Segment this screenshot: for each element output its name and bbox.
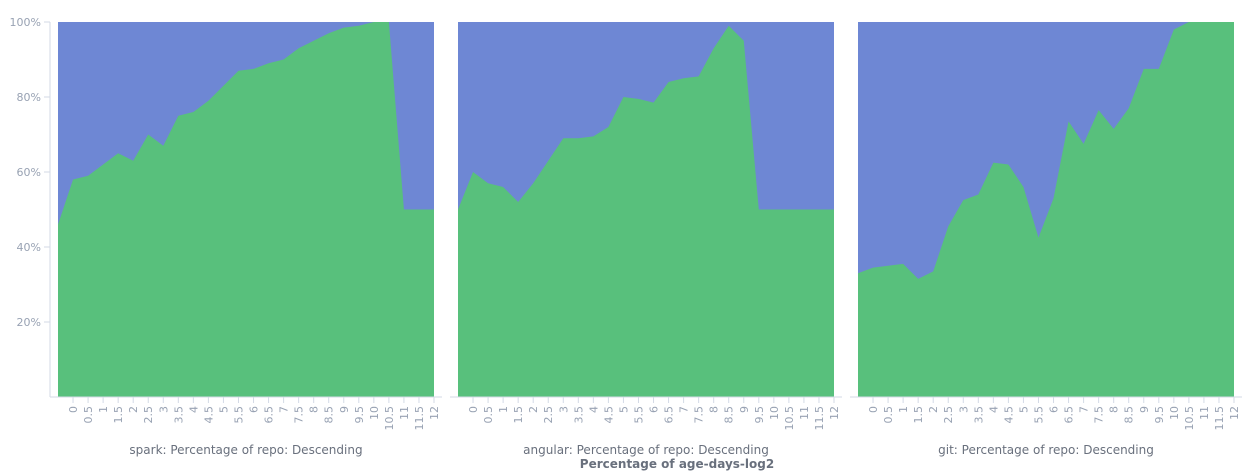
x-tick-label: 5.5 bbox=[1032, 406, 1045, 424]
panel-title: git: Percentage of repo: Descending bbox=[938, 443, 1154, 457]
x-tick-label: 3.5 bbox=[172, 406, 185, 424]
x-tick-label: 2.5 bbox=[542, 406, 555, 424]
series-lower-area bbox=[58, 22, 434, 397]
panel-1: 0 0.5 1 1.5 2 2.5 3 3.5 4 4.5 5 5.5 6 6.5 7 7.5 8 8.5 9 9.5… bbox=[450, 22, 842, 457]
x-tick-label: 0.5 bbox=[82, 406, 95, 424]
x-tick-label: 1 bbox=[897, 406, 910, 413]
x-tick-label: 5 bbox=[617, 406, 630, 413]
x-tick-label: 1 bbox=[497, 406, 510, 413]
x-tick-label: 6.5 bbox=[263, 406, 276, 424]
x-tick-label: 12 bbox=[828, 406, 841, 420]
y-tick-label: 20% bbox=[17, 316, 41, 329]
x-tick-label: 11.5 bbox=[413, 406, 426, 431]
x-tick-label: 4.5 bbox=[1002, 406, 1015, 424]
x-tick-label: 2.5 bbox=[942, 406, 955, 424]
x-tick-label: 7.5 bbox=[1093, 406, 1106, 424]
y-axis: 20% 40% 60% 80% 100% bbox=[10, 16, 50, 329]
x-tick-label: 2 bbox=[527, 406, 540, 413]
x-tick-label: 6 bbox=[648, 406, 661, 413]
x-tick-label: 6 bbox=[1048, 406, 1061, 413]
x-tick-label: 2 bbox=[927, 406, 940, 413]
x-tick-label: 7 bbox=[278, 406, 291, 413]
x-tick-label: 1.5 bbox=[912, 406, 925, 424]
x-tick-label: 10.5 bbox=[783, 406, 796, 431]
x-tick-label: 11 bbox=[398, 406, 411, 420]
x-tick-label: 4.5 bbox=[602, 406, 615, 424]
y-tick-label: 40% bbox=[17, 241, 41, 254]
x-tick-label: 7.5 bbox=[293, 406, 306, 424]
series-lower-area bbox=[858, 22, 1234, 397]
x-tick-label: 10.5 bbox=[383, 406, 396, 431]
x-tick-label: 12 bbox=[1228, 406, 1241, 420]
y-tick-label: 100% bbox=[10, 16, 41, 29]
y-tick-label: 60% bbox=[17, 166, 41, 179]
x-tick-label: 3.5 bbox=[572, 406, 585, 424]
x-tick-label: 12 bbox=[428, 406, 441, 420]
x-tick-label: 5 bbox=[217, 406, 230, 413]
x-tick-label: 9.5 bbox=[753, 406, 766, 424]
x-tick-label: 4.5 bbox=[202, 406, 215, 424]
panel-title: angular: Percentage of repo: Descending bbox=[523, 443, 769, 457]
x-tick-label: 4 bbox=[587, 406, 600, 413]
x-tick-label: 0.5 bbox=[482, 406, 495, 424]
x-tick-label: 11.5 bbox=[1213, 406, 1226, 431]
chart-panels: 0 0.5 1 1.5 2 2.5 3 3.5 4 4.5 5 5.5 6 6.5 7 7.5 8 8.5 9 9.5… bbox=[50, 22, 1242, 457]
x-tick-label: 10 bbox=[768, 406, 781, 420]
x-tick-label: 9.5 bbox=[353, 406, 366, 424]
x-tick-label: 8.5 bbox=[323, 406, 336, 424]
x-tick-label: 0.5 bbox=[882, 406, 895, 424]
x-tick-label: 2.5 bbox=[142, 406, 155, 424]
x-tick-label: 0 bbox=[467, 406, 480, 413]
x-tick-label: 10.5 bbox=[1183, 406, 1196, 431]
x-axis-title: Percentage of age-days-log2 bbox=[580, 457, 774, 471]
x-tick-label: 7 bbox=[1078, 406, 1091, 413]
x-tick-label: 10 bbox=[1168, 406, 1181, 420]
x-tick-label: 7 bbox=[678, 406, 691, 413]
x-tick-label: 4 bbox=[987, 406, 1000, 413]
x-tick-label: 8.5 bbox=[1123, 406, 1136, 424]
panel-0: 0 0.5 1 1.5 2 2.5 3 3.5 4 4.5 5 5.5 6 6.5 7 7.5 8 8.5 9 9.5… bbox=[50, 22, 442, 457]
x-tick-label: 8.5 bbox=[723, 406, 736, 424]
x-tick-label: 11 bbox=[798, 406, 811, 420]
x-tick-label: 5 bbox=[1017, 406, 1030, 413]
x-tick-label: 9.5 bbox=[1153, 406, 1166, 424]
x-tick-label: 4 bbox=[187, 406, 200, 413]
x-tick-label: 8 bbox=[1108, 406, 1121, 413]
x-tick-label: 8 bbox=[308, 406, 321, 413]
x-tick-label: 9 bbox=[738, 406, 751, 413]
x-tick-label: 6.5 bbox=[1063, 406, 1076, 424]
y-tick-label: 80% bbox=[17, 91, 41, 104]
x-tick-label: 3 bbox=[157, 406, 170, 413]
x-tick-label: 8 bbox=[708, 406, 721, 413]
panel-2: 0 0.5 1 1.5 2 2.5 3 3.5 4 4.5 5 5.5 6 6.5 7 7.5 8 8.5 9 9.5… bbox=[850, 22, 1242, 457]
x-tick-label: 0 bbox=[867, 406, 880, 413]
x-tick-label: 1 bbox=[97, 406, 110, 413]
x-tick-label: 10 bbox=[368, 406, 381, 420]
x-tick-label: 7.5 bbox=[693, 406, 706, 424]
x-tick-label: 0 bbox=[67, 406, 80, 413]
x-tick-label: 1.5 bbox=[512, 406, 525, 424]
x-tick-label: 2 bbox=[127, 406, 140, 413]
x-tick-label: 5.5 bbox=[632, 406, 645, 424]
x-tick-label: 3 bbox=[557, 406, 570, 413]
x-tick-label: 9 bbox=[338, 406, 351, 413]
x-tick-label: 6.5 bbox=[663, 406, 676, 424]
x-tick-label: 6 bbox=[248, 406, 261, 413]
x-tick-label: 9 bbox=[1138, 406, 1151, 413]
x-tick-label: 3.5 bbox=[972, 406, 985, 424]
x-tick-label: 11 bbox=[1198, 406, 1211, 420]
x-tick-label: 11.5 bbox=[813, 406, 826, 431]
x-tick-label: 3 bbox=[957, 406, 970, 413]
x-tick-label: 1.5 bbox=[112, 406, 125, 424]
series-lower-area bbox=[458, 25, 834, 397]
panel-title: spark: Percentage of repo: Descending bbox=[129, 443, 362, 457]
x-tick-label: 5.5 bbox=[232, 406, 245, 424]
